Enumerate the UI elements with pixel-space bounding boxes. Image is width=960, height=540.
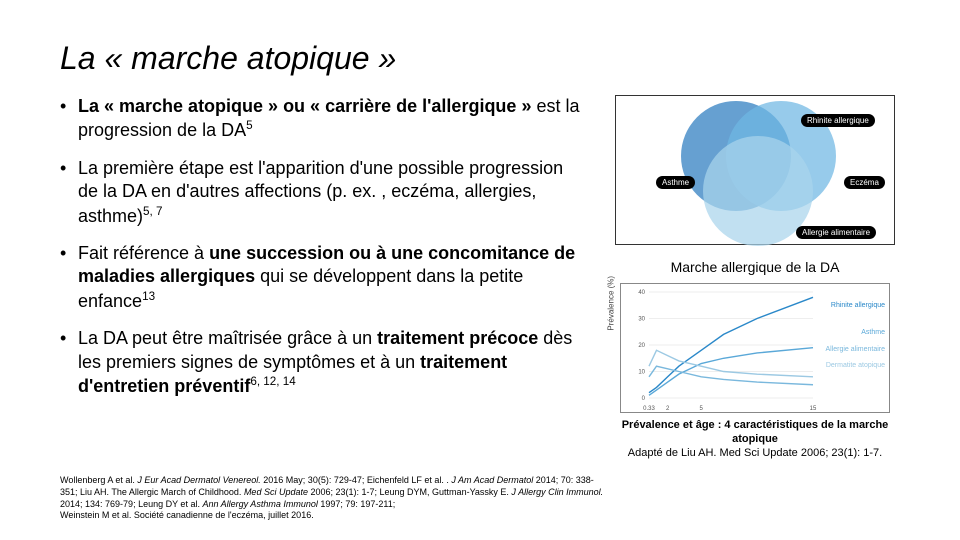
svg-text:30: 30 (638, 317, 645, 323)
chart-title: Marche allergique de la DA (671, 259, 840, 275)
svg-text:0: 0 (642, 396, 646, 402)
svg-text:15: 15 (810, 406, 817, 412)
chart-series-label: Asthme (861, 329, 885, 336)
svg-text:40: 40 (638, 290, 645, 296)
venn-label: Allergie alimentaire (796, 226, 876, 239)
references: Wollenberg A et al. J Eur Acad Dermatol … (60, 475, 610, 522)
svg-text:5: 5 (700, 406, 704, 412)
svg-text:2: 2 (666, 406, 670, 412)
figure-column: Rhinite allergique Asthme Eczéma Allergie a… (610, 95, 900, 460)
prevalence-chart: 0102030400.332515 Prévalence (%)Rhinite … (620, 283, 890, 413)
svg-text:20: 20 (638, 343, 645, 349)
chart-series-label: Dermatite atopique (826, 362, 885, 369)
venn-label: Eczéma (844, 176, 885, 189)
bullet-item: La première étape est l'apparition d'une… (60, 157, 586, 228)
svg-text:10: 10 (638, 370, 645, 376)
bullet-item: La DA peut être maîtrisée grâce à un tra… (60, 327, 586, 398)
chart-ylabel: Prévalence (%) (607, 276, 616, 331)
venn-label: Asthme (656, 176, 695, 189)
chart-series-label: Allergie alimentaire (825, 346, 885, 353)
venn-label: Rhinite allergique (801, 114, 875, 127)
chart-series-label: Rhinite allergique (831, 302, 885, 309)
slide-title: La « marche atopique » (60, 40, 900, 77)
venn-diagram: Rhinite allergique Asthme Eczéma Allergie a… (615, 95, 895, 245)
bullet-item: La « marche atopique » ou « carrière de … (60, 95, 586, 143)
chart-caption: Prévalence et âge : 4 caractéristiques d… (610, 419, 900, 460)
svg-text:0.33: 0.33 (643, 406, 655, 412)
bullet-item: Fait référence à une succession ou à une… (60, 242, 586, 313)
bullet-column: La « marche atopique » ou « carrière de … (60, 95, 586, 460)
